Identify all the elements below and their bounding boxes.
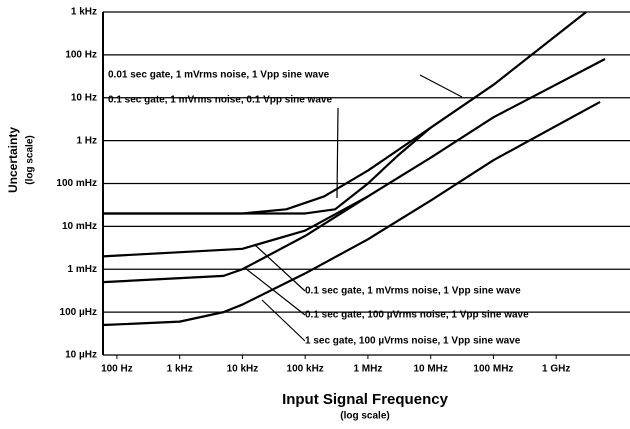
series-line [102,58,606,258]
y-axis-label: Uncertainty [6,127,20,193]
y-tick-label: 100 Hz [65,50,97,61]
series-label: 0.01 sec gate, 1 mVrms noise, 1 Vpp sine… [108,70,330,81]
x-tick-label: 10 MHz [413,364,447,375]
label-arrow [419,74,463,98]
y-tick-label: 100 mHz [56,178,97,189]
y-axis-sublabel: (log scale) [25,135,36,184]
label-arrow [336,107,339,199]
x-tick-label: 100 Hz [101,364,133,375]
y-tick-label: 1 mHz [68,264,97,275]
y-tick-label: 1 Hz [76,135,97,146]
series-line [103,126,432,215]
x-tick-label: 100 kHz [287,364,324,375]
label-arrow [261,299,306,342]
label-arrow [244,267,306,316]
series-label: 0.1 sec gate, 1 mVrms noise, 0.1 Vpp sin… [108,95,332,106]
y-tick-label: 10 mHz [62,221,97,232]
x-tick-label: 100 MHz [473,364,513,375]
y-tick-label: 10 µHz [65,350,97,361]
x-axis-label: Input Signal Frequency [282,391,449,408]
series-label: 1 sec gate, 100 µVrms noise, 1 Vpp sine … [305,336,521,347]
label-arrow [254,244,306,292]
x-tick-label: 1 kHz [167,364,193,375]
series-line [102,100,601,327]
series-label: 0.1 sec gate, 1 mVrms noise, 1 Vpp sine … [305,286,521,297]
x-axis-sublabel: (log scale) [340,411,389,422]
series-label: 0.1 sec gate, 100 µVrms noise, 1 Vpp sin… [305,310,529,321]
x-tick-label: 10 kHz [227,364,259,375]
x-tick-label: 1 GHz [542,364,570,375]
y-tick-label: 1 kHz [71,7,97,18]
y-tick-label: 10 Hz [71,92,97,103]
x-tick-label: 1 MHz [353,364,382,375]
y-tick-label: 100 µHz [60,307,97,318]
series-line [102,195,369,284]
